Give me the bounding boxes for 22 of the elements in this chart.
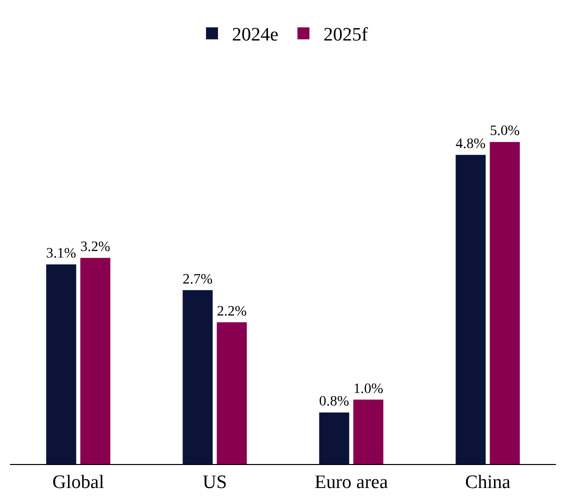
bar <box>353 400 384 464</box>
data-label: 2.7% <box>182 271 213 288</box>
bar <box>490 142 520 464</box>
bar <box>46 264 76 464</box>
legend-label: 2024e <box>232 24 278 46</box>
data-label: 3.1% <box>46 246 76 262</box>
bar <box>319 412 350 464</box>
x-tick-label: Global <box>52 472 104 493</box>
data-label: 4.8% <box>456 136 486 152</box>
x-tick-label: Euro area <box>314 472 388 493</box>
bar <box>80 258 110 464</box>
data-label: 2.2% <box>216 304 247 320</box>
bar <box>456 154 486 464</box>
data-label: 1.0% <box>353 380 384 397</box>
legend-label: 2025f <box>323 24 368 46</box>
data-label: 3.2% <box>80 239 110 256</box>
data-label: 5.0% <box>490 123 520 140</box>
x-tick-label: US <box>202 472 227 493</box>
x-tick-label: China <box>465 472 512 493</box>
bar <box>182 290 213 464</box>
data-label: 0.8% <box>319 394 350 410</box>
bar <box>216 322 247 464</box>
